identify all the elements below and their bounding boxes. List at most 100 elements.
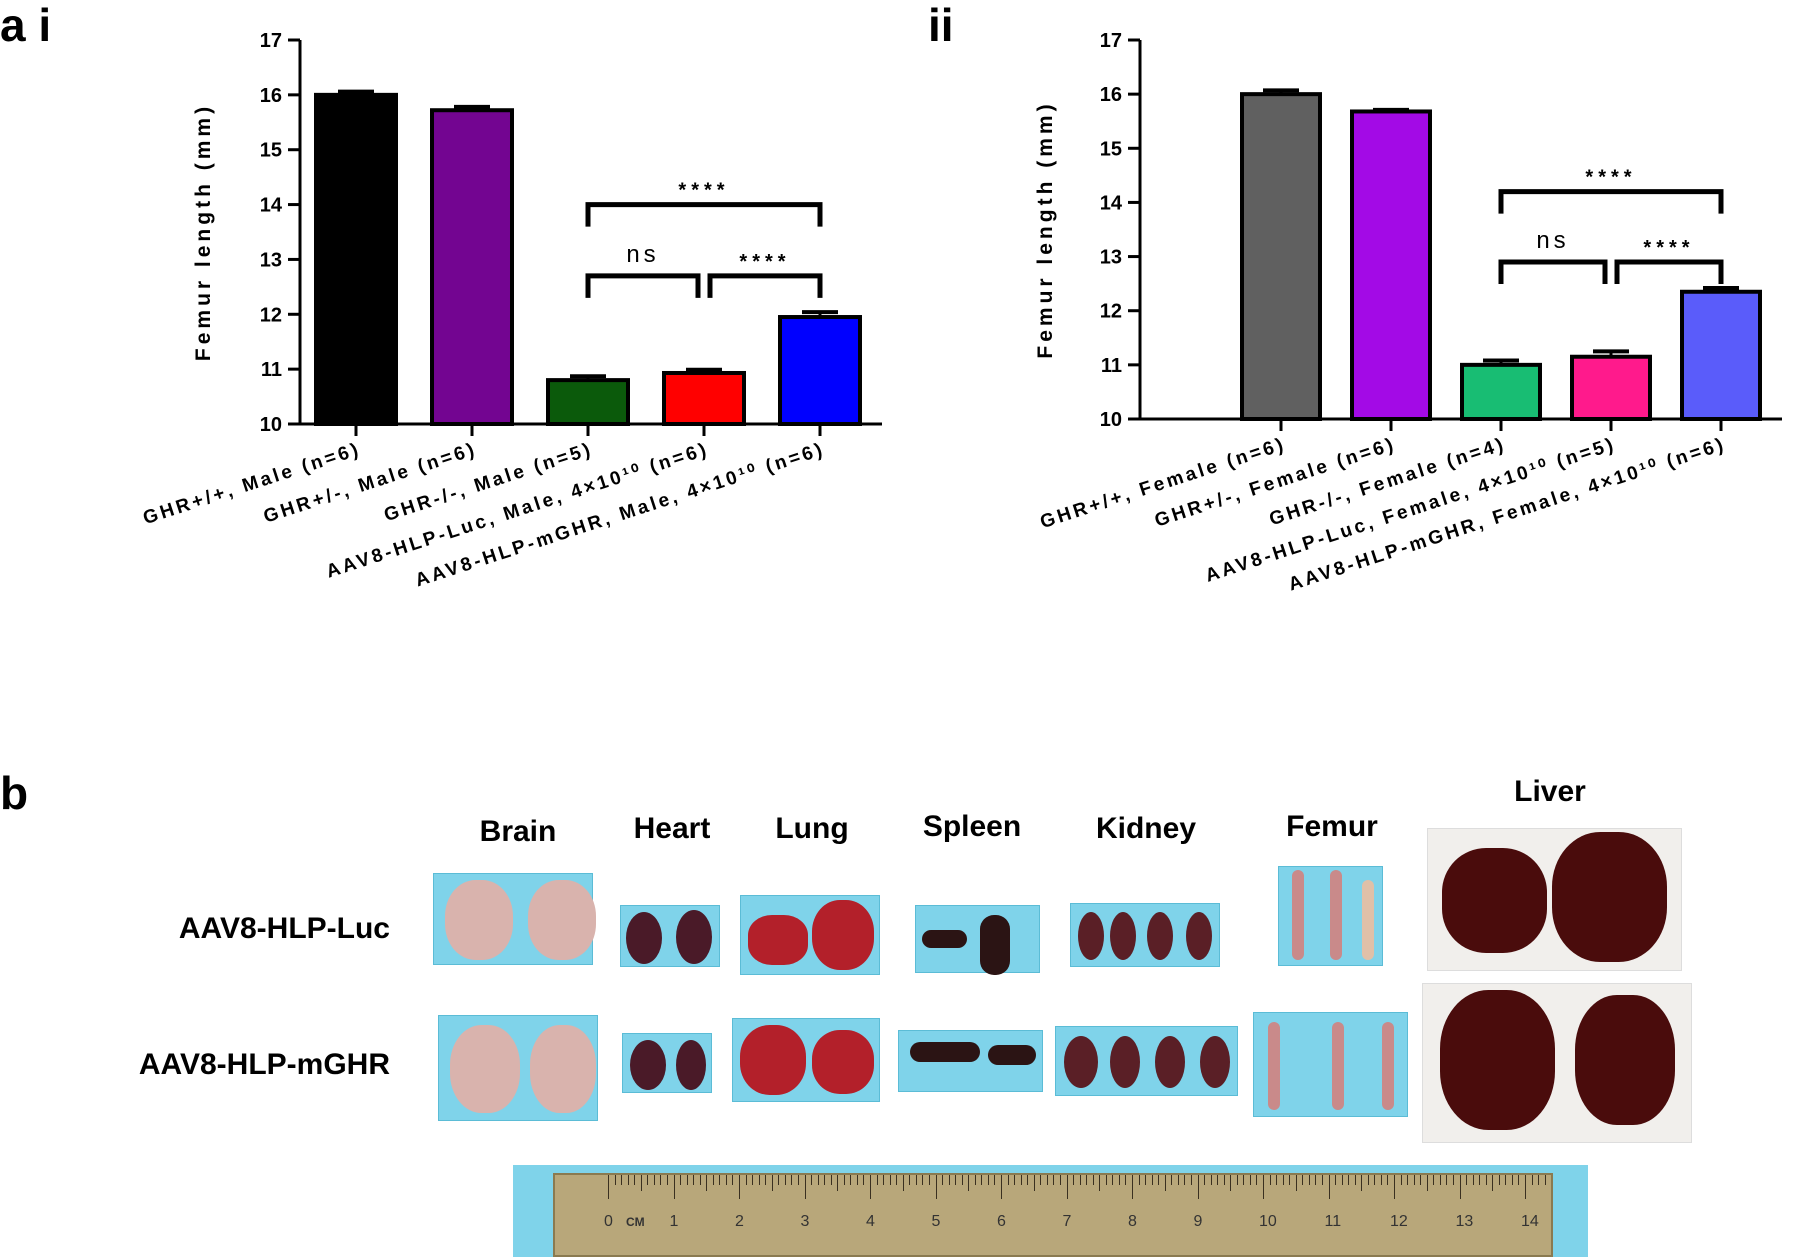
chart2-significance-bracket [1498, 189, 1724, 214]
spleen-icon [980, 915, 1010, 975]
femur-icon [1362, 880, 1374, 960]
ruler-tick [1361, 1175, 1363, 1191]
chart1-y-tick-label: 16 [260, 85, 282, 107]
ruler-tick [1426, 1175, 1428, 1191]
ruler-tick [1138, 1175, 1140, 1185]
ruler-tick [1125, 1175, 1127, 1185]
ruler-tick [693, 1175, 695, 1185]
ruler-tick [1033, 1175, 1035, 1191]
chart2-bar [1350, 109, 1432, 422]
heart-icon [676, 910, 712, 964]
ruler-tick [817, 1175, 819, 1185]
ruler-tick [1531, 1175, 1533, 1185]
ruler-tick [706, 1175, 708, 1191]
kidney-icon [1064, 1036, 1098, 1088]
kidney-icon [1110, 912, 1136, 960]
ruler-tick [804, 1175, 806, 1199]
ruler-tick [1302, 1175, 1304, 1185]
ruler-tick [699, 1175, 701, 1185]
ruler-tick [1027, 1175, 1029, 1185]
panel-label-a-ii: ii [928, 0, 954, 51]
ruler-tick [1321, 1175, 1323, 1185]
ruler-number: 9 [1193, 1213, 1203, 1230]
ruler-tick [1118, 1175, 1120, 1185]
kidney-icon [1200, 1036, 1230, 1088]
ruler-tick [1059, 1175, 1061, 1185]
column-title-liver: Liver [1514, 775, 1586, 808]
ruler-tick [935, 1175, 937, 1199]
ruler-tick [1485, 1175, 1487, 1185]
ruler-tick [1433, 1175, 1435, 1185]
liver-icon [1575, 995, 1675, 1125]
ruler-tick [1263, 1175, 1264, 1199]
ruler-number: 13 [1455, 1213, 1474, 1230]
ruler-tick [1256, 1175, 1258, 1185]
ruler-tick [1413, 1175, 1415, 1185]
ruler-tick [1400, 1175, 1402, 1185]
ruler-tick [922, 1175, 924, 1185]
chart1-bar [778, 315, 862, 426]
ruler-tick [1407, 1175, 1409, 1185]
chart1-bar [430, 108, 514, 427]
ruler-tick [1505, 1175, 1507, 1185]
kidney-icon [1147, 912, 1173, 960]
heart-icon [630, 1040, 666, 1090]
chart1-y-axis-label: Femur length (mm) [192, 103, 215, 361]
ruler-tick [843, 1175, 845, 1185]
ruler-tick [1190, 1175, 1192, 1185]
ruler-tick [1315, 1175, 1317, 1185]
liver-icon [1440, 990, 1555, 1130]
spleen-icon [910, 1042, 980, 1062]
ruler-tick [725, 1175, 727, 1185]
ruler-tick [968, 1175, 970, 1191]
ruler-tick [1086, 1175, 1088, 1185]
ruler-tick [1295, 1175, 1297, 1191]
ruler-tick [1282, 1175, 1284, 1185]
panel-label-b: b [0, 767, 29, 819]
ruler-tick [673, 1175, 675, 1199]
kidney-icon [1078, 912, 1104, 960]
femur-icon [1332, 1022, 1344, 1110]
kidney-icon [1155, 1036, 1185, 1088]
ruler-tick [1112, 1175, 1114, 1185]
ruler-tick [771, 1175, 773, 1191]
lung-icon [740, 1025, 806, 1095]
chart1-category-label: GHR+/-, Male (n=6) [261, 439, 480, 528]
ruler-number: 11 [1324, 1213, 1342, 1230]
ruler-number: 8 [1128, 1213, 1137, 1230]
chart2-y-axis-label: Femur length (mm) [1034, 100, 1057, 358]
ruler-tick [955, 1175, 957, 1185]
ruler-tick [1538, 1175, 1540, 1185]
ruler-tick [1197, 1175, 1199, 1199]
ruler-tick [876, 1175, 878, 1185]
ruler-tick [1171, 1175, 1173, 1185]
ruler-tick [863, 1175, 865, 1185]
panel-label-a-i: a i [0, 0, 52, 51]
ruler-tick [712, 1175, 714, 1185]
femur-icon [1382, 1022, 1394, 1110]
brain-icon [528, 880, 596, 960]
ruler-tick [1446, 1175, 1448, 1185]
ruler-tick [961, 1175, 963, 1185]
chart2-y-tick-label: 14 [1100, 192, 1123, 214]
ruler-tick [1105, 1175, 1107, 1185]
ruler-tick [987, 1175, 989, 1185]
ruler-tick [1145, 1175, 1147, 1185]
ruler-tick [1452, 1175, 1454, 1185]
ruler-number: 1 [669, 1213, 679, 1230]
chart1-bar [662, 370, 746, 426]
chart1-y-tick-label: 13 [260, 249, 282, 271]
ruler-number: 3 [800, 1213, 810, 1230]
ruler-tick [1492, 1175, 1494, 1191]
ruler-tick [811, 1175, 813, 1185]
ruler-tick [686, 1175, 688, 1185]
ruler-tick [1439, 1175, 1441, 1185]
ruler-tick [896, 1175, 898, 1185]
ruler-tick [1217, 1175, 1219, 1185]
ruler-tick [1249, 1175, 1251, 1185]
ruler-tick [1210, 1175, 1212, 1185]
ruler-tick [666, 1175, 668, 1185]
chart1-significance-bracket [707, 273, 823, 298]
chart1-y-tick-label: 11 [261, 359, 282, 381]
ruler-tick [758, 1175, 760, 1185]
